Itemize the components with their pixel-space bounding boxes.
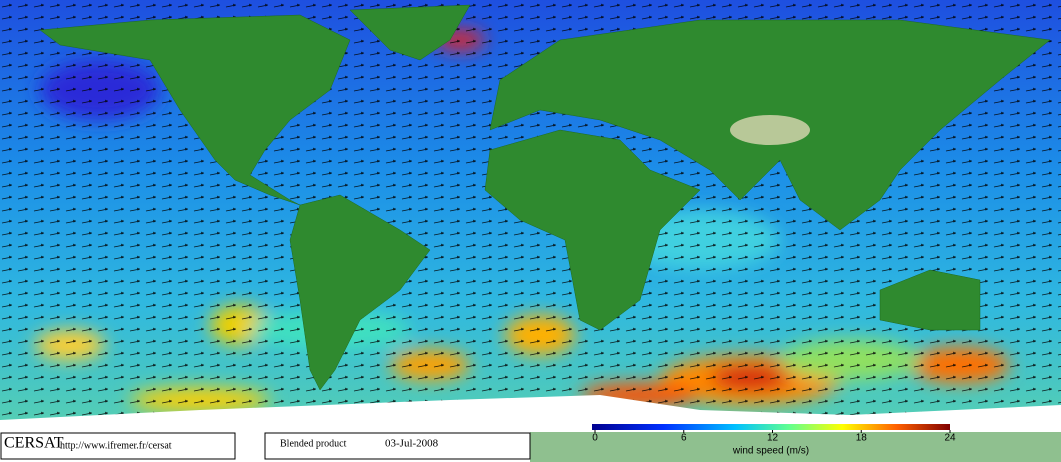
product-box bbox=[264, 432, 531, 460]
colorbar-tick-label: 12 bbox=[767, 433, 779, 444]
colorbar bbox=[592, 424, 950, 430]
colorbar-tick-label: 0 bbox=[592, 433, 598, 444]
date: 03-Jul-2008 bbox=[385, 438, 439, 450]
logo-box bbox=[0, 432, 236, 460]
antarctica-land bbox=[530, 432, 1061, 462]
product: Blended product bbox=[280, 438, 347, 449]
land bbox=[39, 4, 1051, 391]
colorbar-tick-label: 24 bbox=[944, 433, 956, 444]
logo: CERSAT bbox=[4, 435, 64, 452]
colorbar-label: wind speed (m/s) bbox=[732, 446, 809, 457]
antarctica bbox=[0, 395, 1061, 432]
colorbar-tick-label: 18 bbox=[856, 433, 868, 444]
colorbar-tick-label: 6 bbox=[681, 433, 687, 444]
url: http://www.ifremer.fr/cersat bbox=[60, 440, 172, 451]
